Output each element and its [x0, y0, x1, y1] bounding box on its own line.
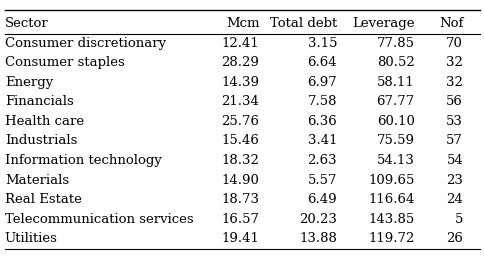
Text: 25.76: 25.76 — [221, 115, 259, 128]
Text: 56: 56 — [445, 95, 462, 108]
Text: 3.41: 3.41 — [307, 134, 336, 147]
Text: 18.32: 18.32 — [221, 154, 259, 167]
Text: Real Estate: Real Estate — [5, 193, 82, 206]
Text: 16.57: 16.57 — [221, 213, 259, 226]
Text: 28.29: 28.29 — [221, 56, 259, 69]
Text: 75.59: 75.59 — [376, 134, 414, 147]
Text: 53: 53 — [445, 115, 462, 128]
Text: Consumer discretionary: Consumer discretionary — [5, 37, 166, 50]
Text: 70: 70 — [445, 37, 462, 50]
Text: 23: 23 — [445, 173, 462, 186]
Text: Total debt: Total debt — [269, 17, 336, 30]
Text: 26: 26 — [445, 232, 462, 245]
Text: Financials: Financials — [5, 95, 74, 108]
Text: 21.34: 21.34 — [221, 95, 259, 108]
Text: 7.58: 7.58 — [307, 95, 336, 108]
Text: 18.73: 18.73 — [221, 193, 259, 206]
Text: 14.39: 14.39 — [221, 76, 259, 89]
Text: 12.41: 12.41 — [221, 37, 259, 50]
Text: 77.85: 77.85 — [376, 37, 414, 50]
Text: 32: 32 — [445, 76, 462, 89]
Text: Information technology: Information technology — [5, 154, 161, 167]
Text: Materials: Materials — [5, 173, 69, 186]
Text: 14.90: 14.90 — [221, 173, 259, 186]
Text: 5: 5 — [454, 213, 462, 226]
Text: 20.23: 20.23 — [299, 213, 336, 226]
Text: 143.85: 143.85 — [368, 213, 414, 226]
Text: Industrials: Industrials — [5, 134, 77, 147]
Text: Energy: Energy — [5, 76, 53, 89]
Text: 116.64: 116.64 — [367, 193, 414, 206]
Text: 54.13: 54.13 — [376, 154, 414, 167]
Text: 2.63: 2.63 — [307, 154, 336, 167]
Text: 54: 54 — [445, 154, 462, 167]
Text: 6.49: 6.49 — [307, 193, 336, 206]
Text: Nof: Nof — [438, 17, 462, 30]
Text: 67.77: 67.77 — [376, 95, 414, 108]
Text: Consumer staples: Consumer staples — [5, 56, 124, 69]
Text: 80.52: 80.52 — [376, 56, 414, 69]
Text: 5.57: 5.57 — [307, 173, 336, 186]
Text: 3.15: 3.15 — [307, 37, 336, 50]
Text: 24: 24 — [445, 193, 462, 206]
Text: 15.46: 15.46 — [221, 134, 259, 147]
Text: Utilities: Utilities — [5, 232, 58, 245]
Text: Telecommunication services: Telecommunication services — [5, 213, 193, 226]
Text: 6.97: 6.97 — [307, 76, 336, 89]
Text: 13.88: 13.88 — [299, 232, 336, 245]
Text: 6.36: 6.36 — [307, 115, 336, 128]
Text: 60.10: 60.10 — [376, 115, 414, 128]
Text: 6.64: 6.64 — [307, 56, 336, 69]
Text: 109.65: 109.65 — [367, 173, 414, 186]
Text: 57: 57 — [445, 134, 462, 147]
Text: 58.11: 58.11 — [376, 76, 414, 89]
Text: Mcm: Mcm — [226, 17, 259, 30]
Text: Sector: Sector — [5, 17, 48, 30]
Text: Health care: Health care — [5, 115, 84, 128]
Text: 119.72: 119.72 — [367, 232, 414, 245]
Text: 32: 32 — [445, 56, 462, 69]
Text: 19.41: 19.41 — [221, 232, 259, 245]
Text: Leverage: Leverage — [351, 17, 414, 30]
